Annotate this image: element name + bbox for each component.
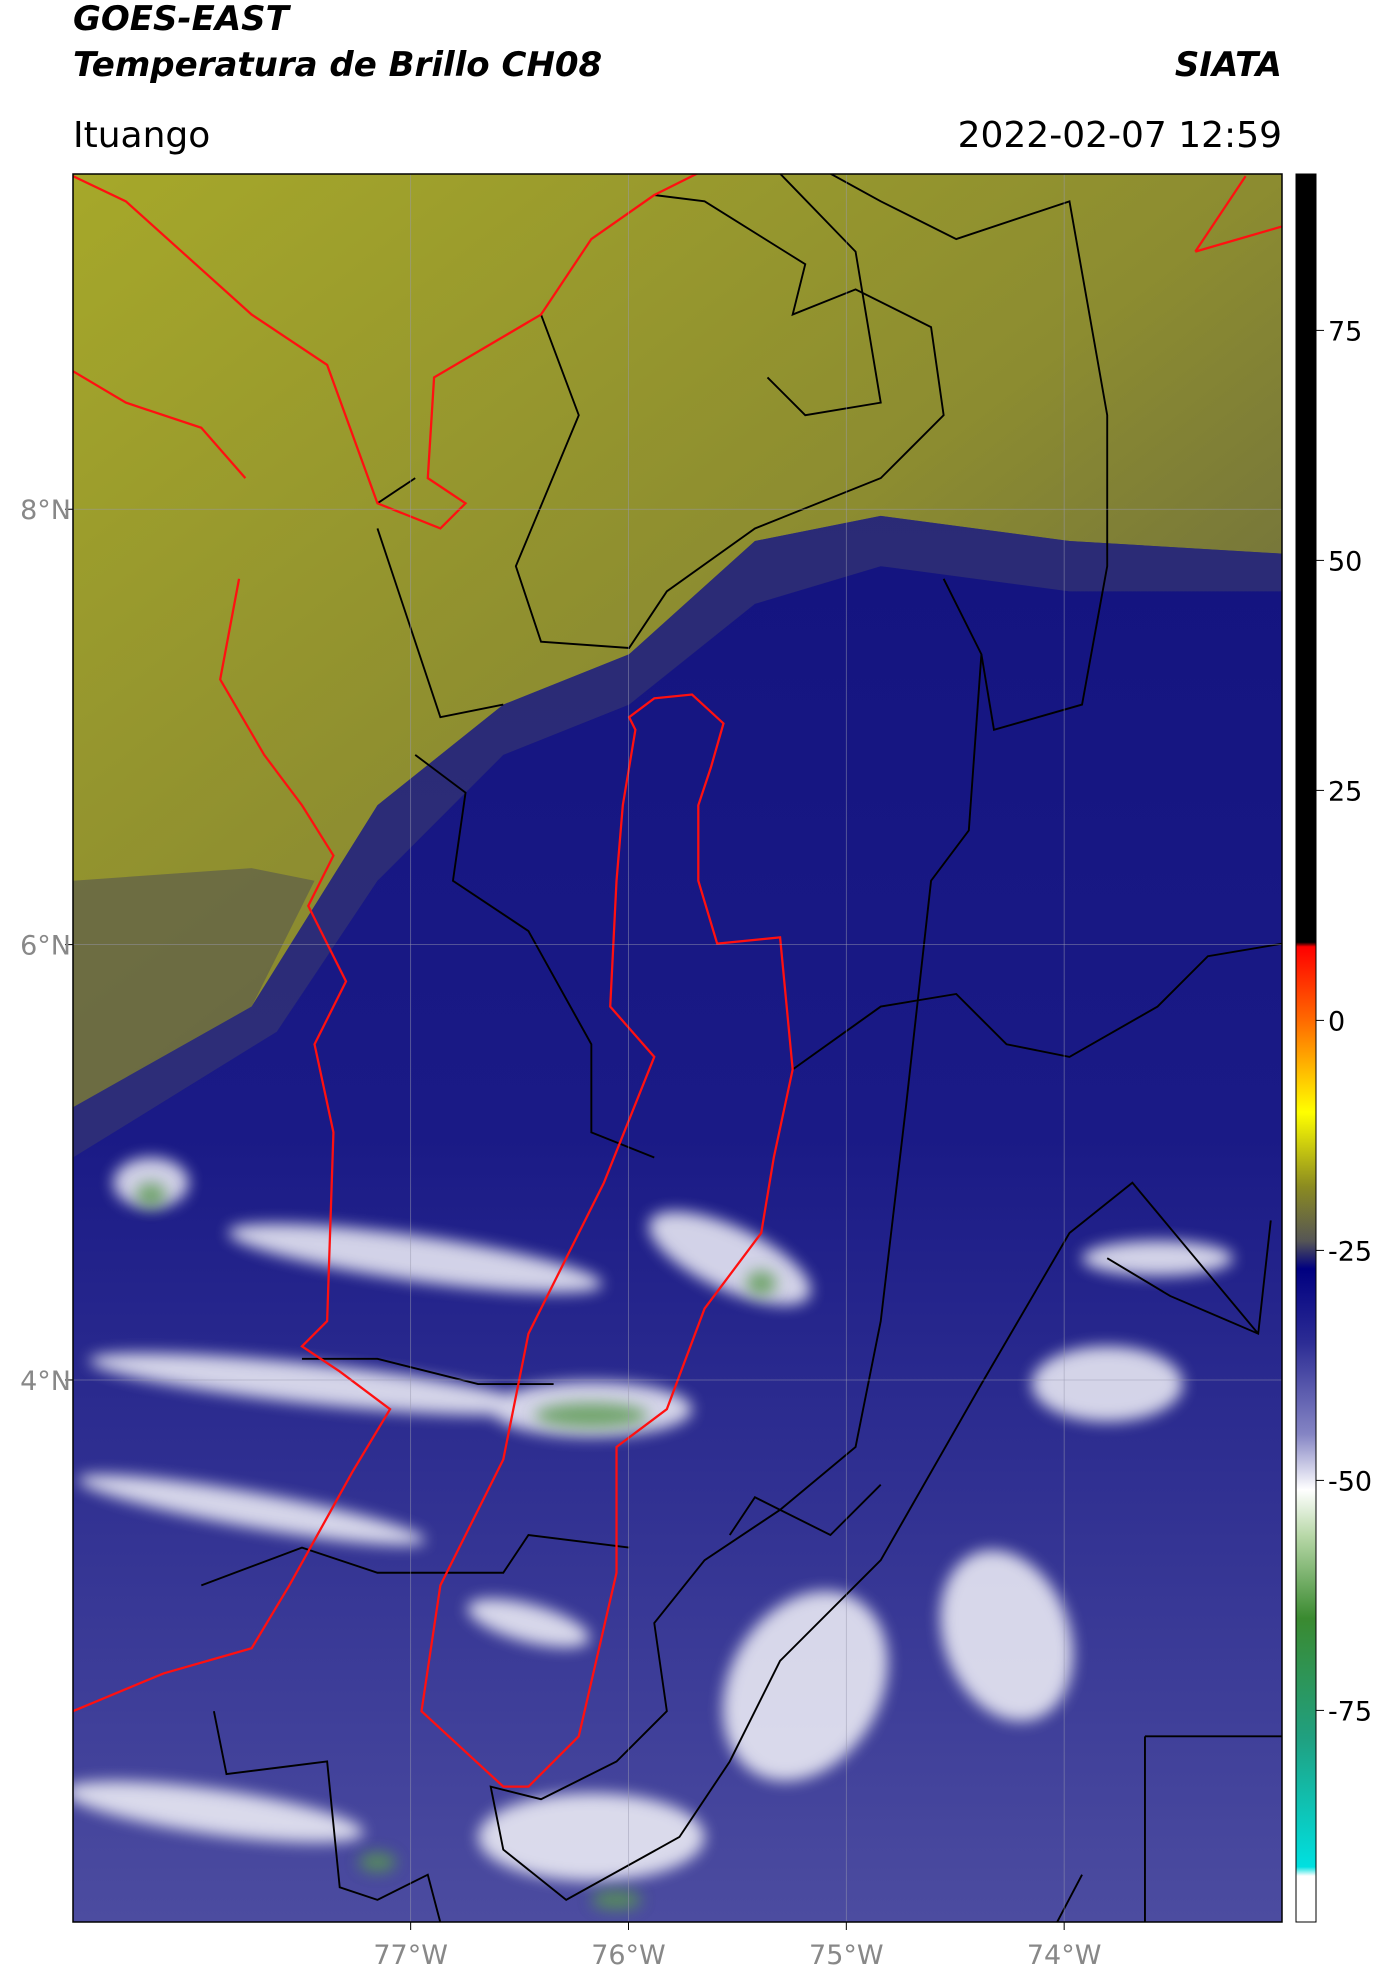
x-tick-label: 77°W: [373, 1940, 448, 1971]
y-tick-label: 6°N: [20, 931, 71, 962]
colorbar-label: 50: [1328, 546, 1362, 577]
colorbar: [1295, 173, 1317, 1923]
y-tick-label: 8°N: [20, 495, 71, 526]
x-tick-label: 75°W: [809, 1940, 884, 1971]
colorbar-label: -25: [1328, 1236, 1372, 1267]
location: Ituango: [73, 115, 210, 156]
map-frame: [72, 173, 1283, 1923]
title: GOES-EAST: [73, 0, 292, 39]
source: SIATA: [1175, 45, 1282, 85]
subtitle: Temperatura de Brillo CH08: [73, 45, 602, 85]
colorbar-label: 75: [1328, 316, 1362, 347]
colorbar-label: -50: [1328, 1466, 1372, 1497]
datetime: 2022-02-07 12:59: [958, 115, 1282, 156]
colorbar-label: 0: [1328, 1006, 1345, 1037]
x-tick-label: 74°W: [1027, 1940, 1102, 1971]
x-tick-label: 76°W: [591, 1940, 666, 1971]
map-image: [73, 174, 1282, 1922]
colorbar-label: 25: [1328, 776, 1362, 807]
colorbar-label: -75: [1328, 1696, 1372, 1727]
y-tick-label: 4°N: [20, 1366, 71, 1397]
